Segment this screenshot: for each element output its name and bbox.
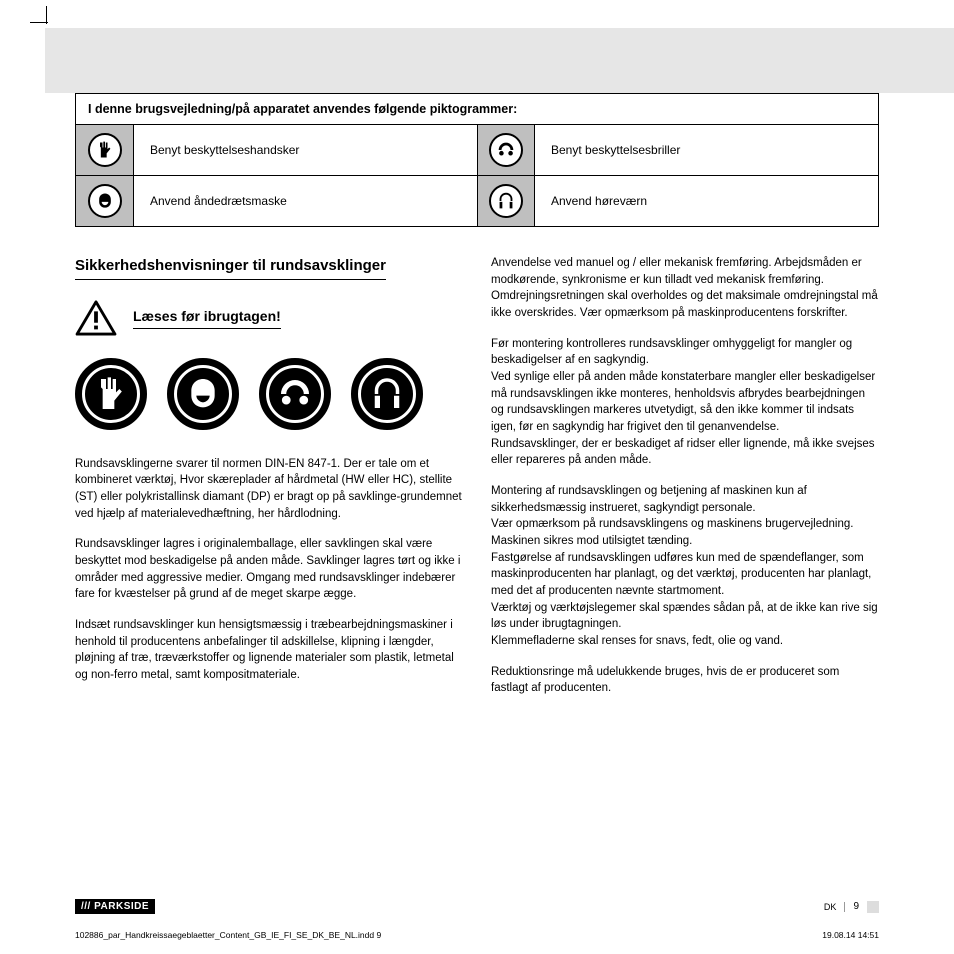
goggles-icon (259, 358, 331, 430)
body-paragraph: Rundsavsklingerne svarer til normen DIN-… (75, 456, 463, 523)
content-columns: Sikkerhedshenvisninger til rundsavskling… (75, 255, 879, 711)
table-row: Anvend åndedrætsmaske Anvend høreværn (76, 175, 878, 226)
mask-icon (167, 358, 239, 430)
picto-cell (477, 175, 535, 226)
read-before-row: Læses før ibrugtagen! (75, 300, 463, 336)
pictogram-table: I denne brugsvejledning/på apparatet anv… (75, 93, 879, 125)
picto-label: Anvend åndedrætsmaske (134, 175, 477, 226)
print-filename: 102886_par_Handkreissaegeblaetter_Conten… (75, 930, 381, 940)
picto-label: Benyt beskyttelsesbriller (535, 125, 878, 175)
gloves-icon (75, 358, 147, 430)
page-number: 9 (853, 901, 859, 912)
page-footer: /// PARKSIDE DK 9 (75, 899, 879, 914)
picto-label: Anvend høreværn (535, 175, 878, 226)
right-column: Anvendelse ved manuel og / eller mekanis… (491, 255, 879, 711)
read-before-label: Læses før ibrugtagen! (133, 306, 281, 329)
country-code: DK (824, 902, 837, 912)
gloves-icon (88, 133, 122, 167)
section-heading: Sikkerhedshenvisninger til rundsavskling… (75, 255, 386, 280)
mask-icon (88, 184, 122, 218)
warning-icon (75, 300, 117, 336)
earmuff-icon (489, 184, 523, 218)
print-metadata: 102886_par_Handkreissaegeblaetter_Conten… (75, 930, 879, 940)
picto-cell (76, 175, 134, 226)
picto-cell (76, 125, 134, 175)
page-number-block: DK 9 (824, 901, 879, 913)
table-row: Benyt beskyttelseshandsker Benyt beskytt… (76, 125, 878, 175)
body-paragraph: Indsæt rundsavsklinger kun hensigtsmæssi… (75, 617, 463, 684)
print-timestamp: 19.08.14 14:51 (822, 930, 879, 940)
brand-logo: /// PARKSIDE (75, 899, 155, 914)
pictogram-table-header: I denne brugsvejledning/på apparatet anv… (76, 94, 879, 125)
body-paragraph: Montering af rundsavsklingen og betjenin… (491, 483, 879, 650)
goggles-icon (489, 133, 523, 167)
body-paragraph: Reduktionsringe må udelukkende bruges, h… (491, 664, 879, 697)
left-column: Sikkerhedshenvisninger til rundsavskling… (75, 255, 463, 711)
page: I denne brugsvejledning/på apparatet anv… (0, 0, 954, 761)
picto-label: Benyt beskyttelseshandsker (134, 125, 477, 175)
body-paragraph: Før montering kontrolleres rundsavskling… (491, 336, 879, 469)
header-band (45, 28, 954, 93)
picto-cell (477, 125, 535, 175)
earmuff-icon (351, 358, 423, 430)
body-paragraph: Anvendelse ved manuel og / eller mekanis… (491, 255, 879, 322)
big-icon-row (75, 358, 463, 430)
page-box-icon (867, 901, 879, 913)
body-paragraph: Rundsavsklinger lagres i originalemballa… (75, 536, 463, 603)
